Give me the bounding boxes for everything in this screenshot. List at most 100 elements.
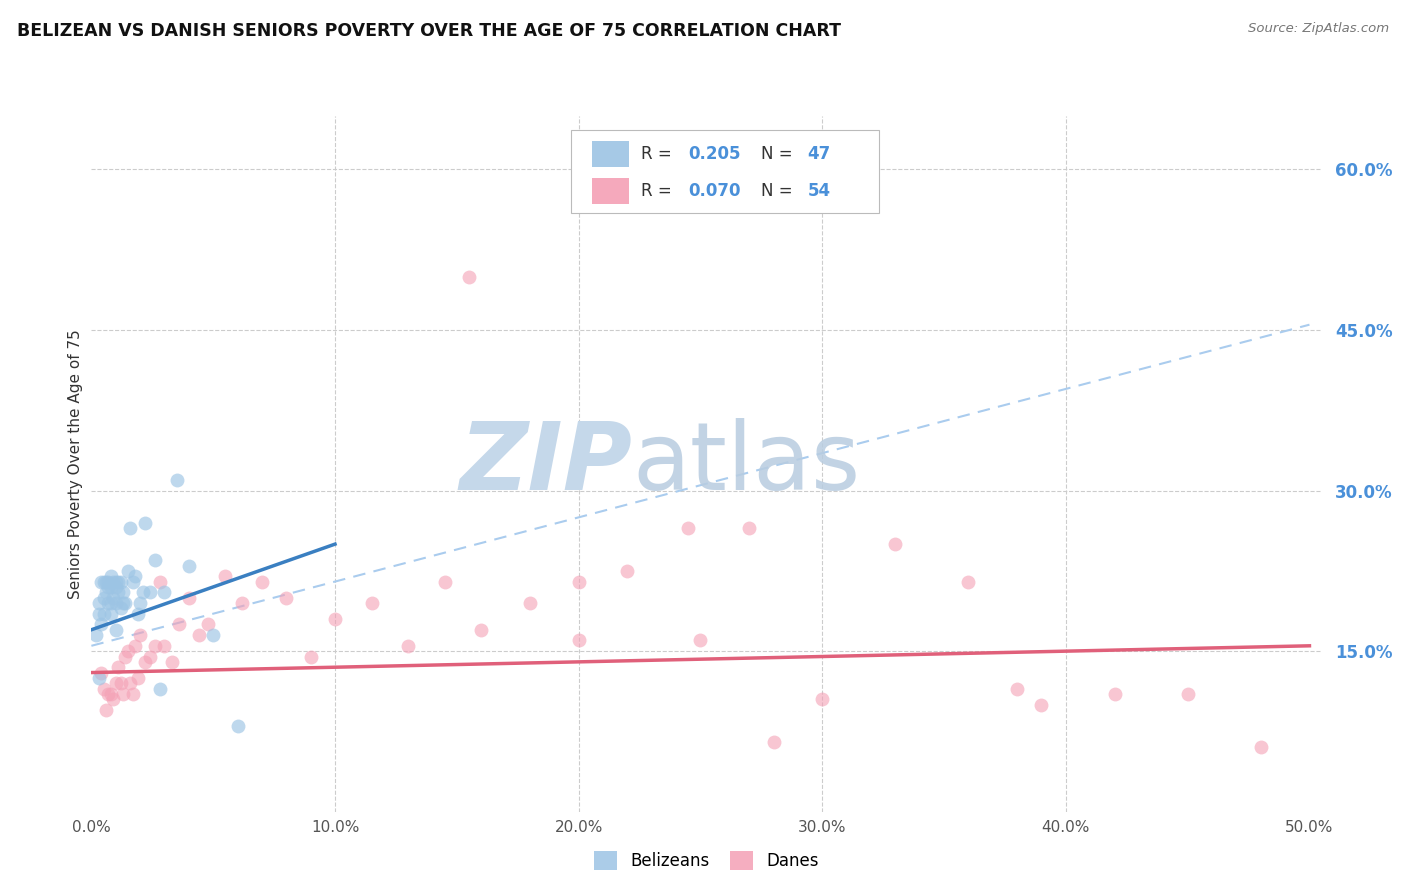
Point	[519, 596, 541, 610]
Point	[90, 617, 112, 632]
Point	[121, 687, 143, 701]
FancyBboxPatch shape	[592, 178, 628, 204]
Point	[153, 585, 176, 599]
Point	[1005, 681, 1028, 696]
Text: N =: N =	[761, 182, 797, 200]
Point	[678, 521, 700, 535]
Point	[143, 553, 166, 567]
Point	[124, 569, 146, 583]
Point	[458, 269, 481, 284]
Point	[100, 687, 122, 701]
Point	[568, 633, 591, 648]
Point	[107, 585, 129, 599]
Point	[129, 596, 152, 610]
Point	[120, 521, 142, 535]
Point	[93, 607, 115, 621]
Point	[100, 580, 122, 594]
Point	[121, 574, 143, 589]
Point	[177, 591, 200, 605]
Point	[134, 516, 156, 530]
Point	[94, 703, 117, 717]
Text: N =: N =	[761, 145, 797, 163]
Point	[616, 564, 638, 578]
Y-axis label: Seniors Poverty Over the Age of 75: Seniors Poverty Over the Age of 75	[67, 329, 83, 599]
Point	[177, 558, 200, 573]
Point	[149, 681, 172, 696]
Point	[103, 591, 125, 605]
Point	[166, 473, 188, 487]
Point	[396, 639, 419, 653]
Point	[127, 607, 149, 621]
Point	[1031, 698, 1053, 712]
Point	[114, 596, 136, 610]
Point	[87, 607, 110, 621]
Point	[139, 649, 162, 664]
Point	[103, 574, 125, 589]
Point	[84, 628, 107, 642]
Point	[299, 649, 322, 664]
Point	[134, 655, 156, 669]
Point	[957, 574, 980, 589]
Text: R =: R =	[641, 182, 678, 200]
Point	[104, 596, 127, 610]
Point	[104, 676, 127, 690]
Point	[127, 671, 149, 685]
Text: 54: 54	[807, 182, 831, 200]
Point	[107, 660, 129, 674]
Text: atlas: atlas	[633, 417, 860, 510]
Point	[104, 623, 127, 637]
Text: 47: 47	[807, 145, 831, 163]
Text: R =: R =	[641, 145, 678, 163]
Point	[124, 639, 146, 653]
Point	[1104, 687, 1126, 701]
Point	[129, 628, 152, 642]
Point	[202, 628, 225, 642]
Point	[149, 574, 172, 589]
Point	[433, 574, 456, 589]
FancyBboxPatch shape	[571, 130, 879, 213]
Point	[762, 735, 785, 749]
Point	[250, 574, 273, 589]
Point	[100, 569, 122, 583]
Point	[110, 574, 132, 589]
Point	[93, 591, 115, 605]
Text: 0.070: 0.070	[688, 182, 741, 200]
Point	[97, 574, 120, 589]
Point	[93, 574, 115, 589]
Point	[100, 607, 122, 621]
Text: 0.205: 0.205	[688, 145, 741, 163]
Point	[103, 692, 125, 706]
Point	[94, 574, 117, 589]
Text: BELIZEAN VS DANISH SENIORS POVERTY OVER THE AGE OF 75 CORRELATION CHART: BELIZEAN VS DANISH SENIORS POVERTY OVER …	[17, 22, 841, 40]
Point	[884, 537, 907, 551]
Point	[187, 628, 209, 642]
Point	[738, 521, 761, 535]
Point	[112, 687, 135, 701]
Point	[153, 639, 176, 653]
Point	[131, 585, 153, 599]
Point	[470, 623, 492, 637]
Point	[360, 596, 382, 610]
Point	[114, 649, 136, 664]
Point	[97, 687, 120, 701]
Point	[689, 633, 711, 648]
Legend: Belizeans, Danes: Belizeans, Danes	[588, 844, 825, 877]
Point	[197, 617, 219, 632]
Text: ZIP: ZIP	[460, 417, 633, 510]
Point	[117, 644, 139, 658]
Point	[143, 639, 166, 653]
Point	[214, 569, 236, 583]
Point	[112, 596, 135, 610]
Point	[160, 655, 183, 669]
Point	[568, 574, 591, 589]
Point	[104, 574, 127, 589]
Point	[104, 580, 127, 594]
Point	[231, 596, 253, 610]
Point	[110, 676, 132, 690]
Point	[97, 596, 120, 610]
Point	[87, 596, 110, 610]
Point	[110, 601, 132, 615]
Point	[112, 585, 135, 599]
Point	[93, 681, 115, 696]
Point	[97, 580, 120, 594]
